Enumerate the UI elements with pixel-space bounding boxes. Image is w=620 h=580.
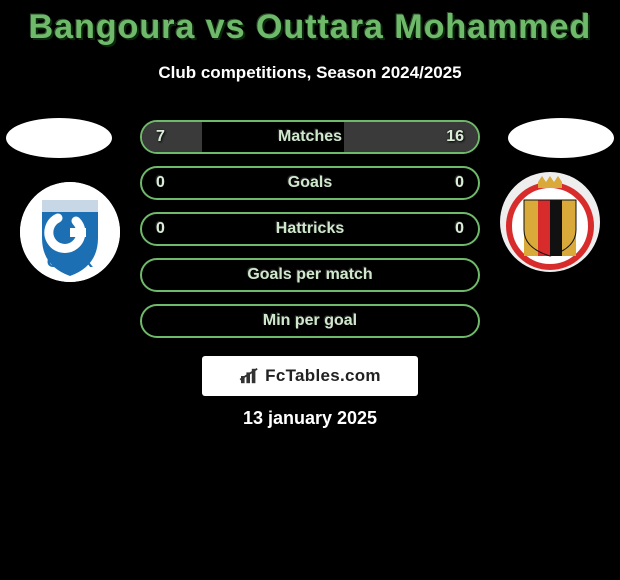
stat-label: Goals — [288, 174, 332, 192]
comparison-card: Bangoura vs Outtara Mohammed Club compet… — [0, 0, 620, 580]
page-title: Bangoura vs Outtara Mohammed — [0, 0, 620, 47]
player-photo-left — [6, 118, 112, 158]
bar-chart-icon — [239, 367, 261, 385]
stat-row: 0 Goals 0 — [140, 166, 480, 200]
mechelen-crest-icon — [500, 172, 600, 272]
player-photo-right — [508, 118, 614, 158]
stat-value-left: 7 — [156, 128, 165, 146]
subtitle: Club competitions, Season 2024/2025 — [0, 63, 620, 83]
badge-text: FcTables.com — [265, 366, 381, 386]
club-crest-left: GENK — [20, 182, 120, 282]
stat-label: Hattricks — [276, 220, 344, 238]
stat-value-right: 16 — [446, 128, 464, 146]
fctables-badge[interactable]: FcTables.com — [202, 356, 418, 396]
stat-label: Matches — [278, 128, 342, 146]
stat-value-right: 0 — [455, 220, 464, 238]
stat-value-left: 0 — [156, 174, 165, 192]
stat-value-right: 0 — [455, 174, 464, 192]
stat-label: Min per goal — [263, 312, 357, 330]
genk-crest-icon: GENK — [20, 182, 120, 282]
date-label: 13 january 2025 — [0, 408, 620, 429]
stat-row: 0 Hattricks 0 — [140, 212, 480, 246]
stat-row: 7 Matches 16 — [140, 120, 480, 154]
svg-text:GENK: GENK — [47, 254, 94, 271]
club-crest-right — [500, 172, 600, 272]
stat-bars: 7 Matches 16 0 Goals 0 0 Hattricks 0 Goa… — [140, 120, 480, 350]
stat-label: Goals per match — [247, 266, 372, 284]
stat-fill-left — [142, 122, 202, 152]
stat-row: Goals per match — [140, 258, 480, 292]
stat-row: Min per goal — [140, 304, 480, 338]
stat-value-left: 0 — [156, 220, 165, 238]
